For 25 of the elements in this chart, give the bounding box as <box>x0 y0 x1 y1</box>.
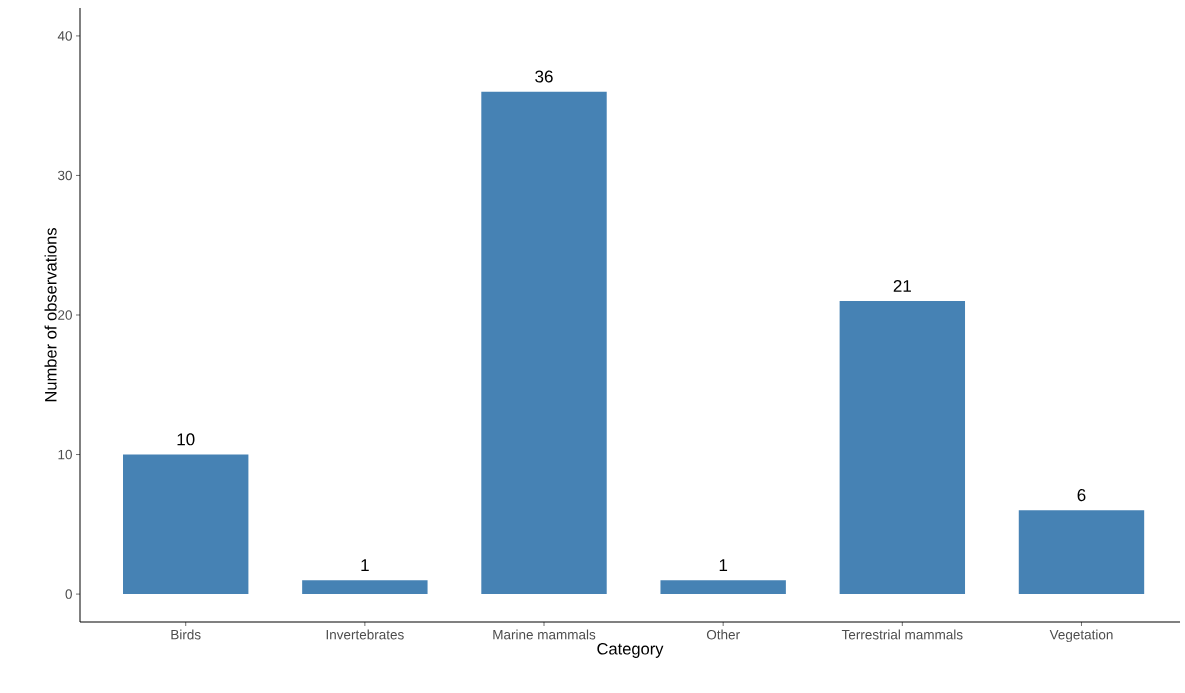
bar <box>123 454 249 595</box>
data-label: 21 <box>893 279 911 292</box>
bar <box>481 91 607 595</box>
x-tick-label: Terrestrial mammals <box>841 629 963 640</box>
x-tick-label: Vegetation <box>1049 629 1113 643</box>
data-label: 10 <box>177 433 195 446</box>
y-tick-label: 10 <box>58 449 72 460</box>
data-label: 1 <box>719 559 728 571</box>
data-label: 36 <box>535 70 553 83</box>
y-tick-label: 0 <box>65 589 72 599</box>
data-label: 1 <box>361 559 369 571</box>
data-label: 6 <box>1077 489 1086 502</box>
y-tick-label: 40 <box>57 31 72 41</box>
x-tick-label: Invertebrates <box>326 629 404 640</box>
x-tick-label: Other <box>706 629 740 640</box>
bar <box>839 301 966 595</box>
bar <box>302 580 428 595</box>
x-tick-label: Birds <box>171 629 201 640</box>
x-axis-title: Category <box>597 642 664 658</box>
y-tick-label: 20 <box>58 310 72 320</box>
bar <box>1018 510 1145 595</box>
x-tick-label: Marine mammals <box>493 629 596 640</box>
bar <box>660 580 786 595</box>
y-axis-title: Number of observations <box>44 228 57 402</box>
y-tick-label: 30 <box>57 170 72 181</box>
